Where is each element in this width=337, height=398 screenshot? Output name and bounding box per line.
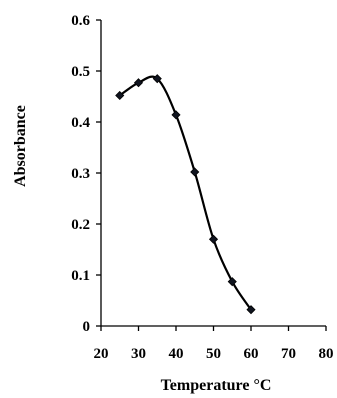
x-tick-label: 20 bbox=[94, 346, 109, 362]
data-point bbox=[133, 78, 144, 88]
data-point bbox=[115, 90, 125, 101]
x-tick-label: 30 bbox=[131, 346, 146, 362]
y-tick-label: 0.4 bbox=[71, 115, 90, 131]
x-tick-label: 50 bbox=[206, 346, 221, 362]
x-tick-label: 70 bbox=[281, 346, 296, 362]
data-point bbox=[208, 234, 219, 244]
x-tick-label: 80 bbox=[319, 346, 334, 362]
data-point bbox=[171, 110, 181, 120]
y-tick-label: 0.5 bbox=[71, 64, 90, 80]
data-points bbox=[115, 74, 256, 315]
axis-ticks: 0 0.1 0.2 0.3 0.4 0.5 0.6 20 30 40 50 60 70 80 bbox=[71, 13, 333, 362]
x-axis-title: Temperature °C bbox=[161, 377, 272, 394]
x-tick-label: 60 bbox=[244, 346, 259, 362]
y-tick-label: 0 bbox=[83, 319, 91, 335]
series-line bbox=[119, 75, 252, 311]
data-point bbox=[246, 305, 256, 315]
axes bbox=[100, 20, 326, 327]
series-curve bbox=[119, 75, 252, 311]
y-tick-label: 0.3 bbox=[71, 166, 90, 182]
x-tick-label: 40 bbox=[169, 346, 184, 362]
y-tick-label: 0.2 bbox=[71, 217, 90, 233]
y-tick-label: 0.1 bbox=[71, 268, 90, 284]
data-point bbox=[190, 167, 200, 177]
y-tick-label: 0.6 bbox=[71, 13, 90, 29]
data-point bbox=[227, 277, 237, 287]
y-axis-title: Absorbance bbox=[12, 105, 29, 187]
data-point bbox=[152, 74, 162, 84]
